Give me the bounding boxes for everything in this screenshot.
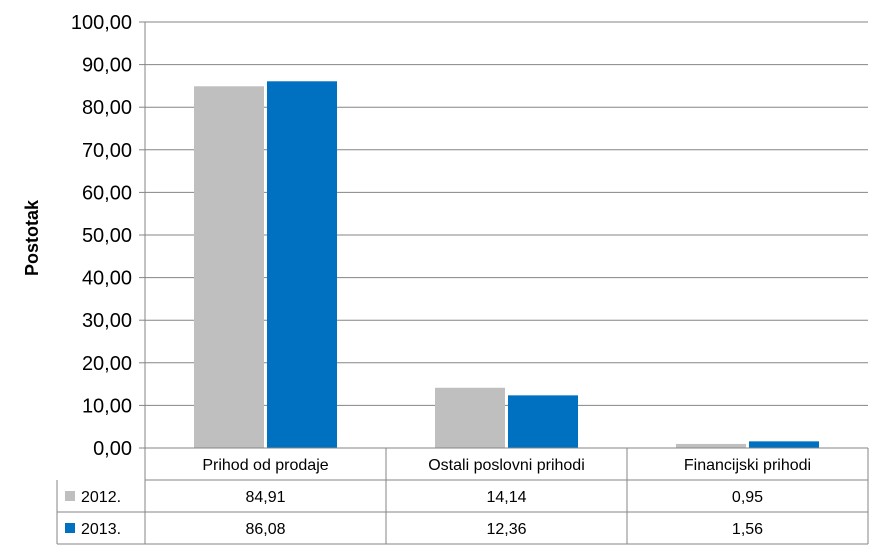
bar-series-2 xyxy=(749,441,819,448)
bar-series-1 xyxy=(435,387,505,448)
legend-label: 2013. xyxy=(81,521,121,538)
y-tick-label: 70,00 xyxy=(82,140,132,162)
x-category-label: Financijski prihodi xyxy=(684,457,811,474)
y-axis-ticks: 0,00 10,00 20,00 30,00 40,00 50,00 60,00 70,00 8… xyxy=(71,12,132,460)
table-cell-value: 12,36 xyxy=(486,521,526,538)
table-cell-value: 84,91 xyxy=(245,489,285,506)
y-tick-label: 0,00 xyxy=(93,438,132,460)
y-tick-label: 20,00 xyxy=(82,353,132,375)
y-tick-label: 30,00 xyxy=(82,310,132,332)
bar-series-1 xyxy=(194,86,264,449)
bar-series-1 xyxy=(676,443,746,448)
y-tick-label: 100,00 xyxy=(71,12,132,34)
bars xyxy=(194,81,819,449)
y-tick-label: 50,00 xyxy=(82,225,132,247)
y-tick-label: 40,00 xyxy=(82,268,132,290)
y-tick-label: 80,00 xyxy=(82,97,132,119)
legend-key xyxy=(65,491,75,501)
x-category-label: Ostali poslovni prihodi xyxy=(428,457,585,474)
y-tick-label: 60,00 xyxy=(82,182,132,204)
bar-series-2 xyxy=(508,395,578,448)
data-table: Prihod od prodaje Ostali poslovni prihodi… xyxy=(56,447,869,545)
bar-series-2 xyxy=(267,81,337,449)
table-cell-value: 14,14 xyxy=(486,489,526,506)
y-axis-label: Postotak xyxy=(22,199,42,276)
table-cell-value: 1,56 xyxy=(732,521,763,538)
table-cell-value: 86,08 xyxy=(245,521,285,538)
legend-key xyxy=(65,523,75,533)
x-category-label: Prihod od prodaje xyxy=(202,457,328,474)
y-tick-label: 10,00 xyxy=(82,395,132,417)
table-cell-value: 0,95 xyxy=(732,489,763,506)
y-tick-label: 90,00 xyxy=(82,55,132,77)
legend-label: 2012. xyxy=(81,489,121,506)
gridlines xyxy=(139,21,868,449)
